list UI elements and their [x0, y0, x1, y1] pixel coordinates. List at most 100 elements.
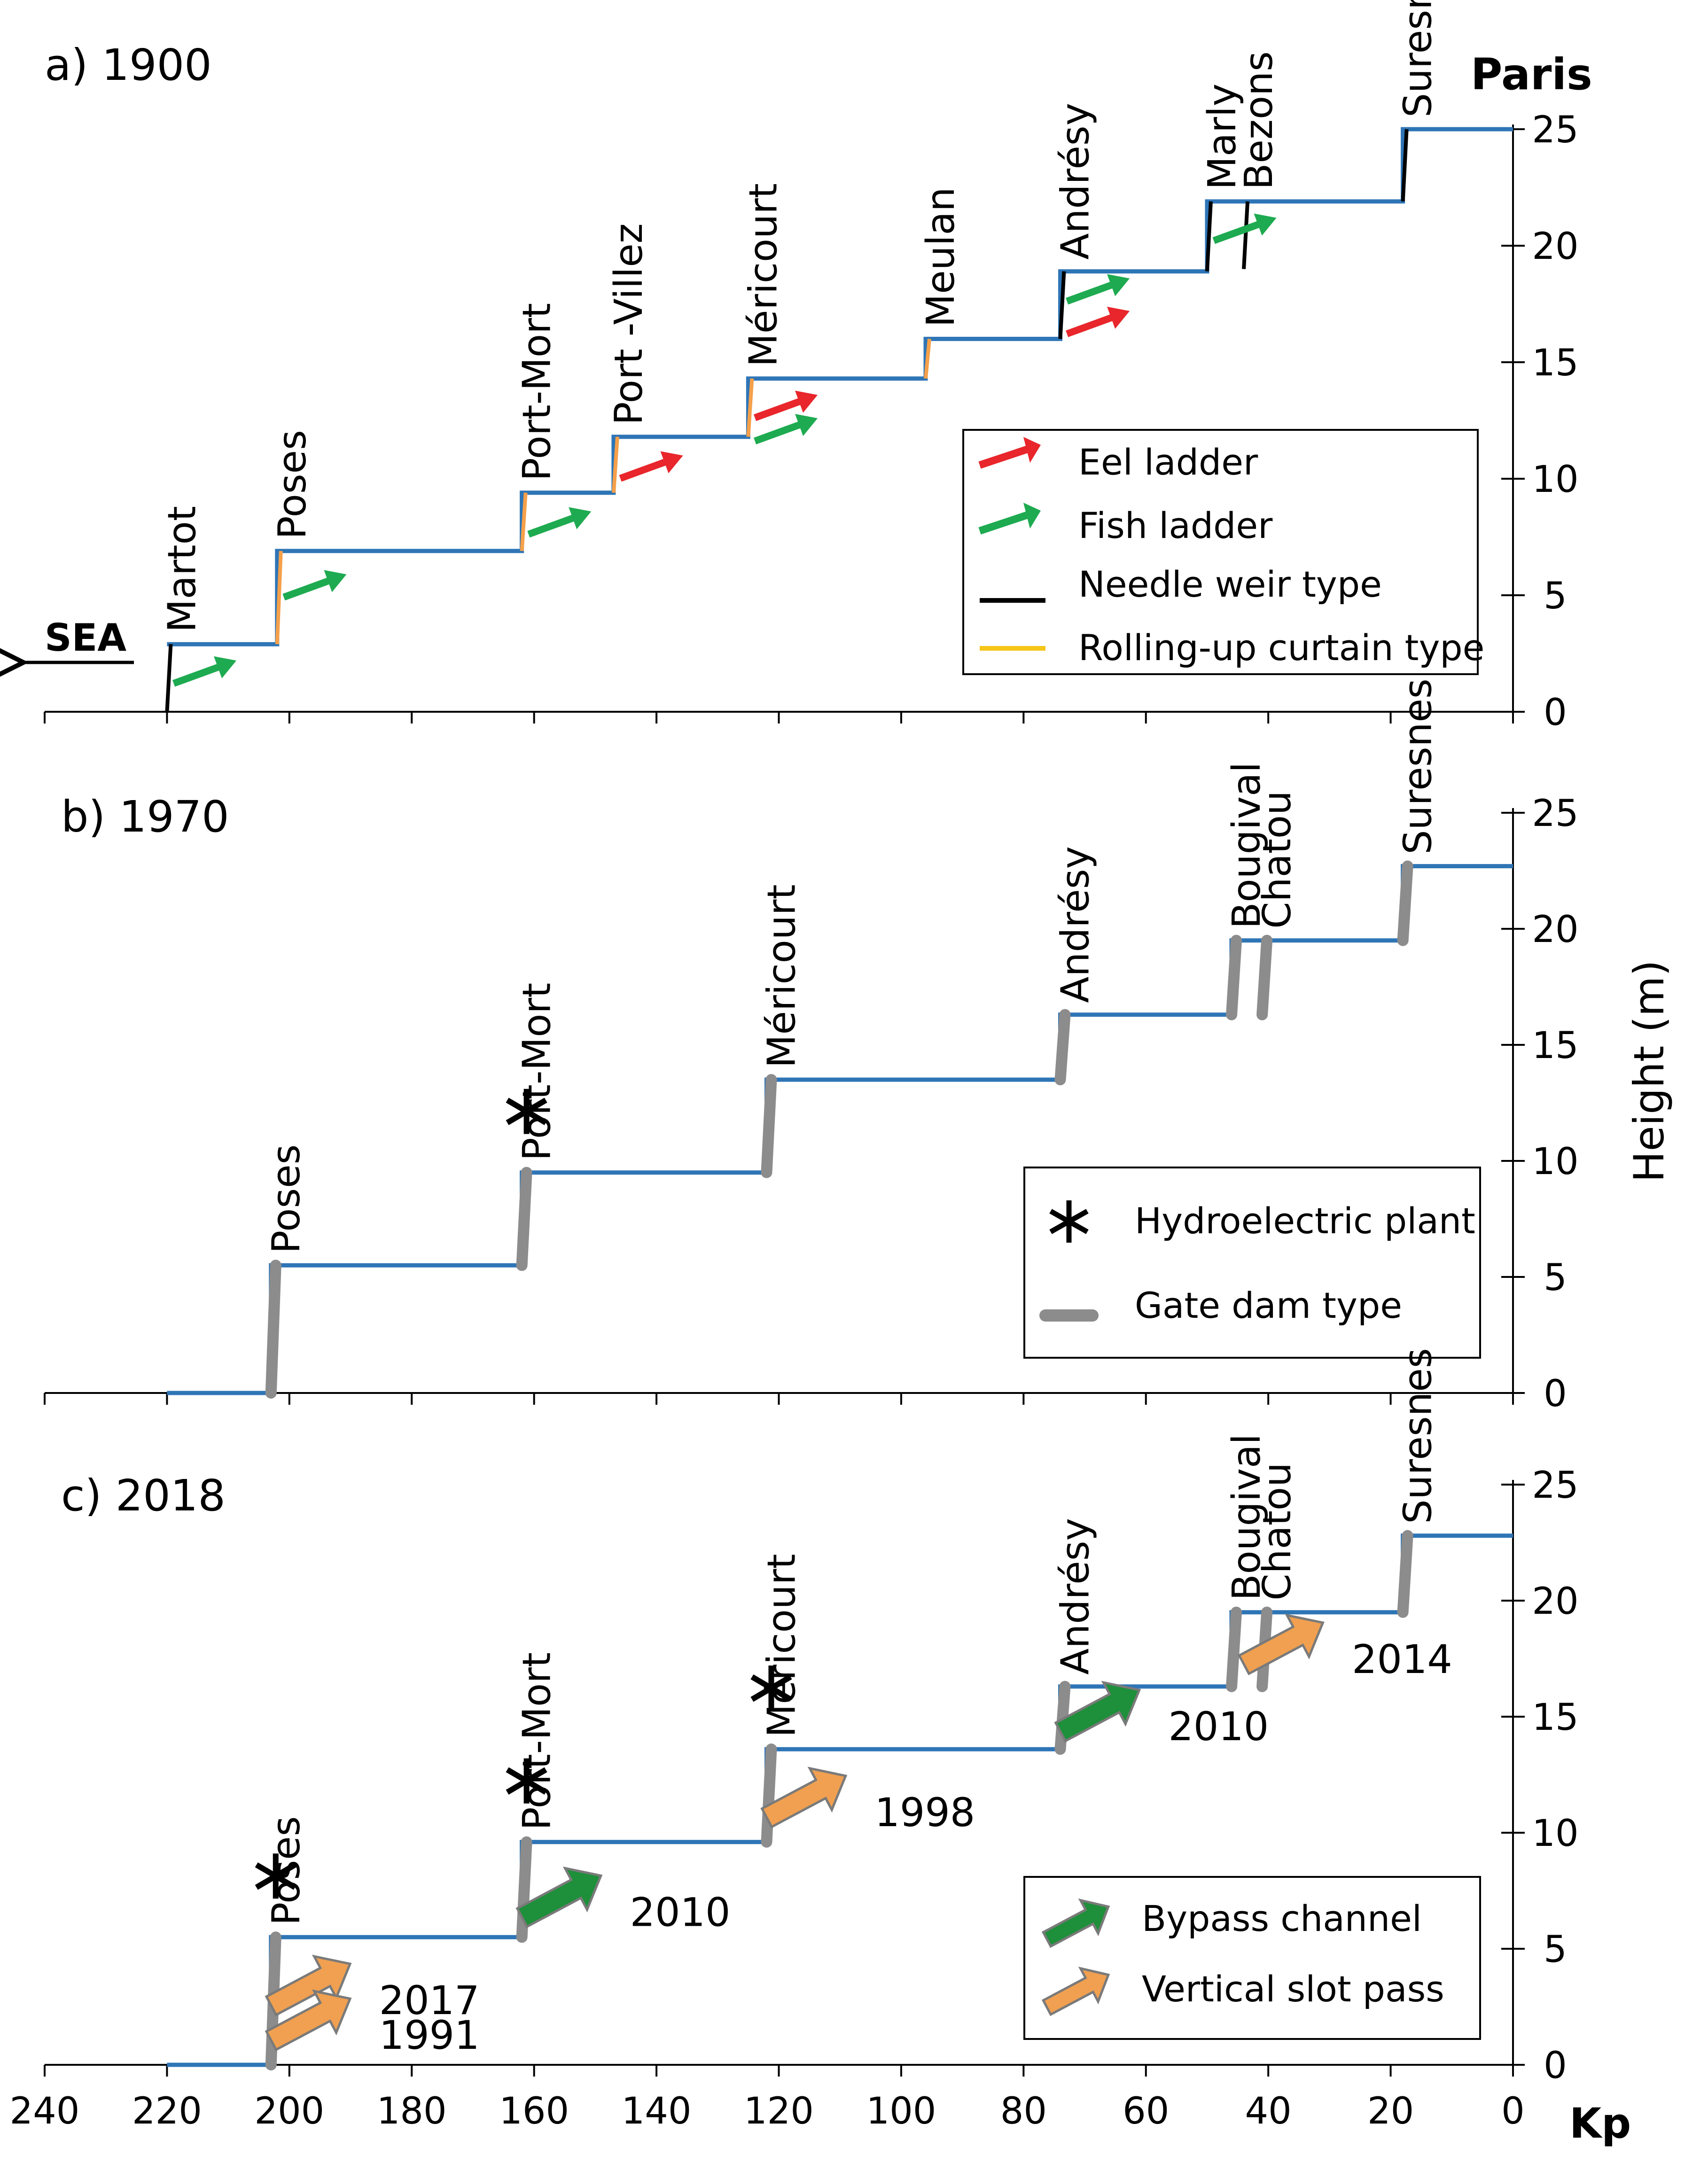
- dam-label: Chatou: [1255, 1463, 1300, 1601]
- dam-meulan: [924, 339, 931, 379]
- fish-ladder-icon: [1066, 274, 1130, 305]
- hydroelectric-plant-icon: [506, 1758, 547, 1804]
- pass-arrow-shape: [515, 1866, 603, 1929]
- water-level-line: [167, 864, 1513, 1395]
- arrow-head: [214, 656, 237, 678]
- pass-arrow-shape: [265, 1989, 352, 2052]
- dam-port-mort: [516, 1167, 532, 1271]
- y-tick-label: 15: [1532, 1025, 1578, 1067]
- pass-year-label: 1998: [874, 1790, 975, 1836]
- dam-bougival: [1226, 1606, 1242, 1692]
- dam-martot: [165, 644, 173, 712]
- y-tick-label: 0: [1544, 1373, 1567, 1415]
- hydroelectric-plant-icon: [255, 1853, 296, 1899]
- dam-label: Poses: [264, 1816, 309, 1926]
- pass-year-label: 2010: [630, 1889, 731, 1935]
- eel-ladder-icon: [619, 451, 683, 482]
- pass-year-label: 2014: [1352, 1636, 1452, 1682]
- y-tick-label: 10: [1532, 1141, 1578, 1183]
- dam-port-villez: [611, 436, 619, 493]
- panel-title: b) 1970: [61, 792, 229, 842]
- arrow-shaft: [172, 662, 224, 687]
- arrow-shaft: [1066, 280, 1117, 305]
- panel-1900: a) 1900 Paris SEA 0 5 10 15 20 25 Martot Poses…: [23, 0, 1592, 734]
- pass-year-label: 1991: [379, 2012, 480, 2058]
- y-tick-label: 20: [1532, 1580, 1578, 1623]
- panel-1970: b) 1970 0 5 10 15 20 25 Poses Port-Mort Méricou…: [44, 678, 1673, 1415]
- legend-label: Rolling-up curtain type: [1078, 627, 1484, 669]
- vertical-slot-pass-icon: [265, 1989, 352, 2052]
- dam-label: Port -Villez: [607, 223, 651, 425]
- y-tick-label: 0: [1544, 2045, 1567, 2087]
- dam-label: Andrésy: [1053, 846, 1098, 1003]
- x-axis-title: Kp: [1569, 2099, 1631, 2147]
- x-tick-label: 240: [10, 2090, 80, 2132]
- dam-suresnes: [1397, 1530, 1413, 1618]
- x-tick-label: 100: [866, 2090, 936, 2132]
- dam-label: Bezons: [1237, 51, 1281, 190]
- asterisk-stroke: [750, 1674, 792, 1702]
- fish-ladder-icon: [754, 414, 818, 444]
- arrow-shaft: [754, 420, 805, 444]
- dam-bougival: [1226, 934, 1242, 1020]
- dam-label: Bougival: [1224, 762, 1269, 929]
- dam-port-mort: [520, 492, 528, 552]
- dam-label: Meulan: [919, 187, 963, 327]
- y-tick-label: 25: [1532, 109, 1578, 151]
- paris-label: Paris: [1471, 49, 1592, 100]
- dam-label: Martot: [160, 506, 204, 632]
- dam-label: Méricourt: [741, 183, 786, 367]
- dam-label: Bougival: [1224, 1434, 1269, 1601]
- pass-arrow-shape: [1054, 1681, 1141, 1743]
- legend-item-bypass-channel: Bypass channel: [1041, 1898, 1422, 1948]
- dam-poses: [275, 551, 283, 645]
- fish-ladder-icon: [527, 507, 592, 538]
- legend-label: Bypass channel: [1142, 1898, 1422, 1939]
- legend-box: [1023, 1167, 1481, 1359]
- arrow-shaft: [527, 513, 578, 538]
- legend-item-vertical-slot: Vertical slot pass: [1041, 1966, 1444, 2016]
- dam-label: Port-Mort: [515, 1652, 560, 1830]
- asterisk-stroke: [506, 1767, 547, 1795]
- legend-label: Eel ladder: [1078, 441, 1258, 483]
- x-tick-label: 120: [744, 2090, 814, 2132]
- hydroelectric-plant-icon: [506, 1089, 547, 1134]
- dam-label: Méricourt: [759, 1554, 804, 1737]
- y-tick-label: 10: [1532, 459, 1578, 501]
- hydroelectric-plant-icon: [750, 1665, 792, 1711]
- arrow-head: [660, 451, 683, 474]
- legend-item-eel-ladder: Eel ladder: [978, 437, 1258, 483]
- x-tick-label: 140: [622, 2090, 692, 2132]
- y-tick-label: 10: [1532, 1813, 1578, 1855]
- x-tick-label: 80: [1000, 2090, 1047, 2132]
- dam-label: Poses: [264, 1144, 309, 1254]
- dam-label: Suresnes: [1396, 678, 1441, 854]
- water-level-line: [167, 127, 1513, 646]
- eel-ladder-arrowhead-icon: [1023, 437, 1041, 463]
- sea-indicator: SEA: [23, 616, 134, 662]
- dam-andr-sy: [1058, 271, 1066, 339]
- legend-box: [962, 429, 1479, 675]
- water-level-line: [167, 1533, 1513, 2067]
- y-tick-label: 20: [1532, 226, 1578, 268]
- fish-ladder-icon: [282, 570, 347, 601]
- fish-ladder-arrowhead-icon: [1023, 503, 1041, 529]
- fish-ladder-icon: [172, 656, 237, 687]
- dam-port-mort: [516, 1836, 532, 1943]
- legend-1970: Hydroelectric plant Gate dam type: [1023, 1167, 1481, 1359]
- y-tick-label: 0: [1544, 692, 1567, 734]
- arrow-head: [795, 414, 818, 436]
- dam-suresnes: [1397, 860, 1413, 946]
- x-tick-label: 60: [1123, 2090, 1169, 2132]
- y-tick-label: 15: [1532, 342, 1578, 384]
- arrow-head: [795, 390, 818, 413]
- x-tick-label: 180: [377, 2090, 447, 2132]
- pass-arrow-shape: [1237, 1613, 1325, 1675]
- x-tick-label: 0: [1501, 2090, 1525, 2132]
- arrow-head: [1107, 274, 1130, 296]
- dam-label: Suresnes: [1396, 1348, 1441, 1524]
- dam-label: Poses: [270, 430, 315, 539]
- legend-2018: Bypass channel Vertical slot pass: [1023, 1876, 1481, 2040]
